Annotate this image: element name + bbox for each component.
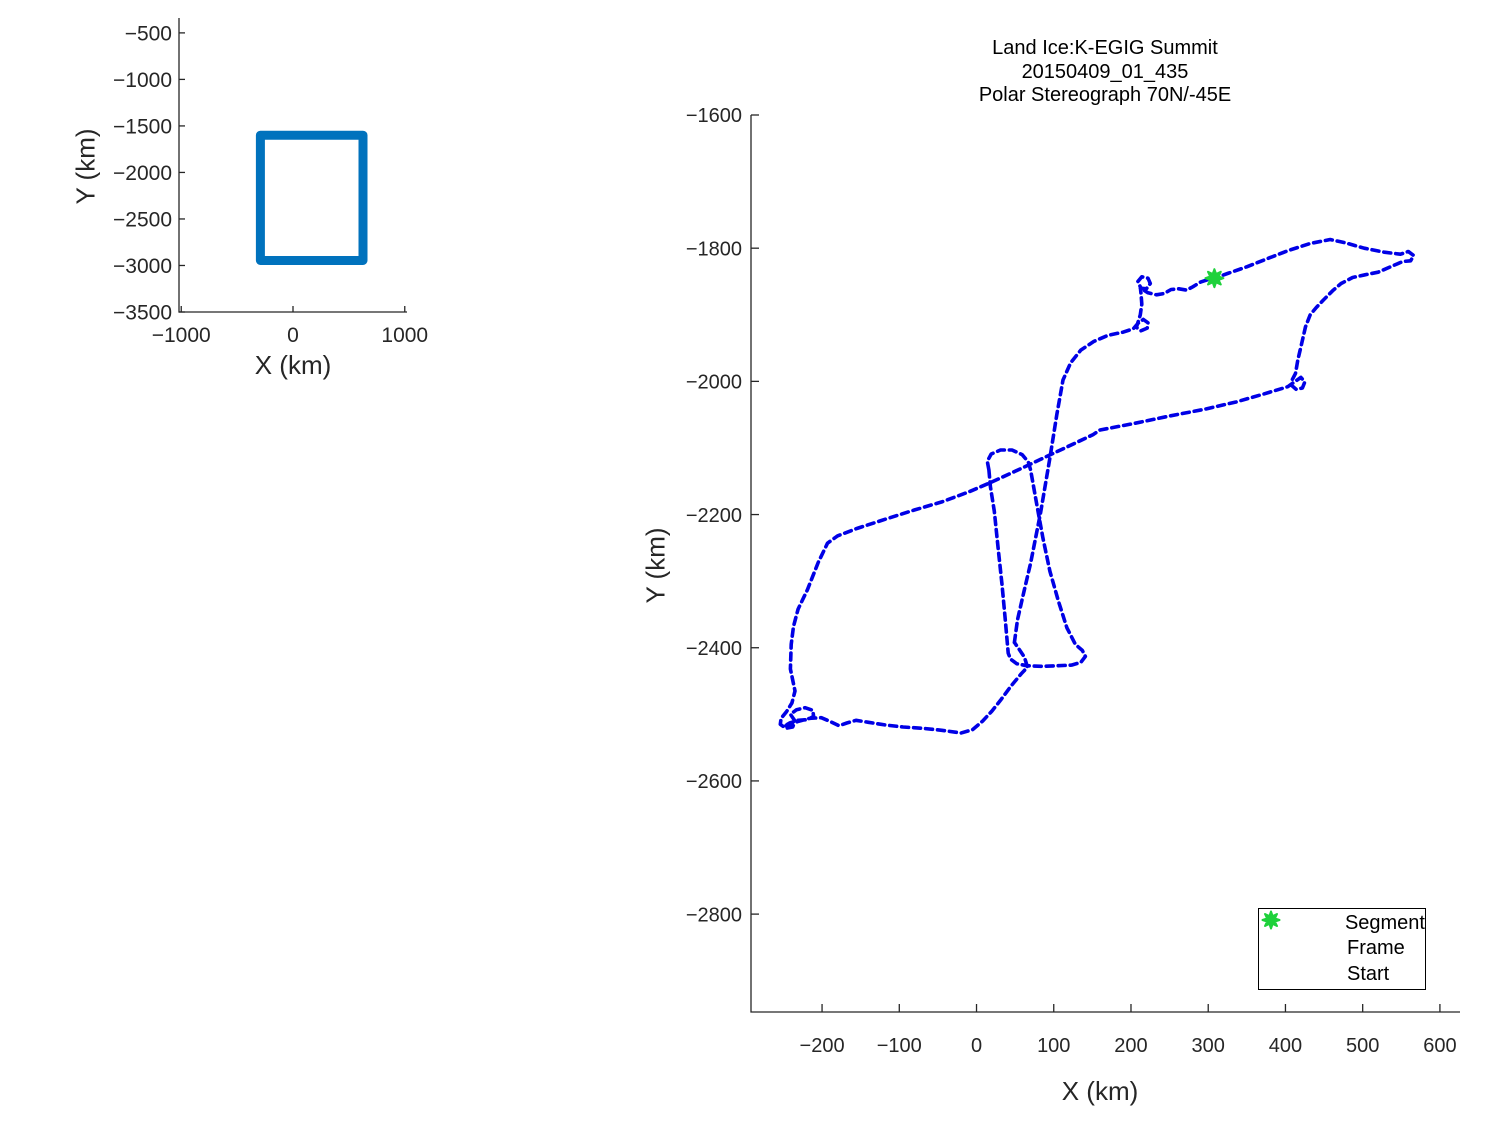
y-tick-label: −2400 xyxy=(686,638,742,660)
x-tick-label: 400 xyxy=(1269,1035,1302,1057)
x-tick-label: −100 xyxy=(877,1035,922,1057)
y-tick-label: −1600 xyxy=(686,105,742,127)
x-tick-label: 0 xyxy=(971,1035,982,1057)
main-series-segment xyxy=(778,237,1416,735)
y-tick-label: −2000 xyxy=(113,162,172,185)
legend-item-start: Start xyxy=(1259,910,1425,987)
overview-y-axis-label: Y (km) xyxy=(70,128,101,205)
y-tick-label: −1800 xyxy=(686,238,742,260)
main-x-axis: −200 −100 0 100 200 300 400 500 600 xyxy=(800,1004,1457,1057)
x-tick-label: −200 xyxy=(800,1035,845,1057)
main-x-axis-label: X (km) xyxy=(1061,1076,1139,1106)
x-tick-label: 1000 xyxy=(381,324,428,347)
y-tick-label: −3000 xyxy=(113,255,172,278)
y-tick-label: −2800 xyxy=(686,904,742,926)
x-tick-label: 0 xyxy=(287,324,299,347)
y-tick-label: −500 xyxy=(125,22,172,45)
x-tick-label: 200 xyxy=(1114,1035,1147,1057)
y-tick-label: −2000 xyxy=(686,372,742,394)
x-tick-label: 100 xyxy=(1037,1035,1070,1057)
overview-y-axis: −500 −1000 −1500 −2000 −2500 −3000 −3500 xyxy=(113,22,185,325)
x-tick-label: 600 xyxy=(1423,1035,1456,1057)
x-tick-label: 300 xyxy=(1192,1035,1225,1057)
y-tick-label: −2200 xyxy=(686,505,742,527)
legend-item-frame: Frame xyxy=(1259,917,1425,961)
overview-x-axis: −1000 0 1000 xyxy=(152,306,428,347)
overview-series-coverage-extent xyxy=(255,130,368,265)
legend-label-frame: Frame xyxy=(1347,937,1405,960)
x-tick-label: 500 xyxy=(1346,1035,1379,1057)
y-tick-label: −3500 xyxy=(113,302,172,325)
x-tick-label: −1000 xyxy=(152,324,211,347)
main-axes-spines xyxy=(750,115,1460,1013)
legend-item-segment: Segment xyxy=(1259,911,1425,936)
y-tick-label: −1500 xyxy=(113,115,172,138)
title-line-1: Land Ice:K-EGIG Summit xyxy=(992,37,1218,59)
main-plot-title: Land Ice:K-EGIG Summit 20150409_01_435 P… xyxy=(905,37,1305,108)
main-y-axis-label: Y (km) xyxy=(640,527,671,604)
title-line-2: 20150409_01_435 xyxy=(1021,60,1189,83)
legend: Segment Frame Start xyxy=(1258,908,1426,990)
legend-label-segment: Segment xyxy=(1344,912,1425,935)
y-tick-label: −2500 xyxy=(113,209,172,232)
title-line-3: Polar Stereograph 70N/-45E xyxy=(978,84,1232,106)
overview-x-axis-label: X (km) xyxy=(254,350,332,380)
legend-label-start: Start xyxy=(1347,962,1390,985)
main-y-axis: −1600 −1800 −2000 −2200 −2400 −2600 −2800 xyxy=(686,105,759,926)
y-tick-label: −2600 xyxy=(686,771,742,793)
overview-axes-spines xyxy=(178,18,407,313)
start-marker xyxy=(1204,268,1225,289)
y-tick-label: −1000 xyxy=(113,69,172,92)
overview-plot: −1000 0 1000−500−1000−1500−2000−2500−3000−… xyxy=(113,18,428,347)
main-series-segment-racetrack xyxy=(985,448,1088,669)
main-plot: −200 −100 0 100 200 300 400 500 600 −1600 −1800 −20… xyxy=(686,105,1460,1057)
